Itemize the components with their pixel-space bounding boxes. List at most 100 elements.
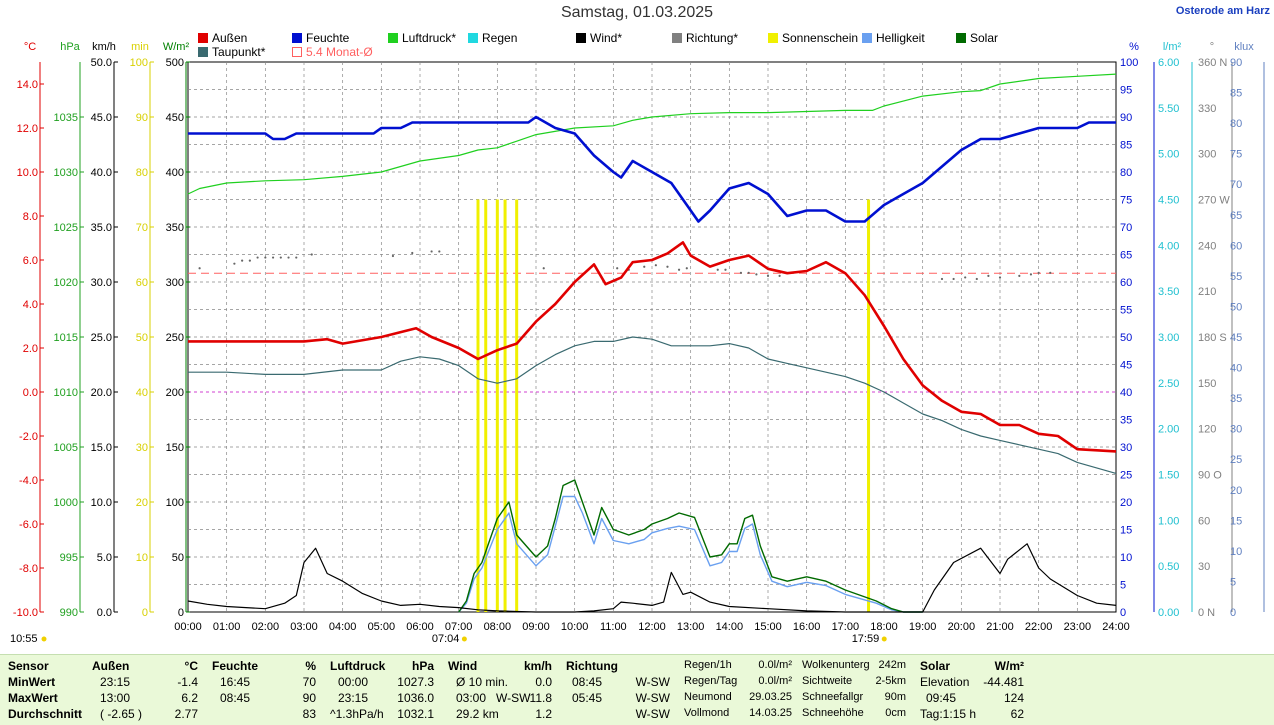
axis-tick-label-direction: 360 N xyxy=(1198,57,1227,69)
axis-tick-label-sunmin: 80 xyxy=(136,167,148,179)
axis-tick-label-temp: 10.0 xyxy=(17,167,38,179)
series-line-feuchte xyxy=(188,115,1116,223)
legend-item: Helligkeit xyxy=(862,31,925,45)
stats-aussen-min-time: 23:15 xyxy=(100,675,131,689)
x-tick-label: 10:00 xyxy=(561,621,589,633)
series-line-luftdruck xyxy=(187,73,1117,195)
axis-tick-label-lux: 45 xyxy=(1230,332,1242,344)
axis-tick-label-direction: 0 N xyxy=(1198,607,1215,619)
axis-tick-label-direction: 120 xyxy=(1198,424,1216,436)
axis-tick-label-solar: 350 xyxy=(166,222,184,234)
legend-item: Regen xyxy=(468,31,517,45)
stats-sensor-title: Sensor xyxy=(8,659,49,673)
axis-tick-label-sunmin: 40 xyxy=(136,387,148,399)
axis-tick-label-humidity: 0 xyxy=(1120,607,1126,619)
axis-tick-label-lux: 75 xyxy=(1230,149,1242,161)
direction-dot xyxy=(295,256,298,259)
legend-swatch xyxy=(388,33,398,43)
stats-regen-1h-label: Regen/1h xyxy=(684,659,732,671)
axis-tick-label-pressure: 990 xyxy=(60,607,78,619)
axis-tick-label-temp: -2.0 xyxy=(19,431,38,443)
axis-tick-label-temp: -8.0 xyxy=(19,563,38,575)
axis-tick-label-pressure: 1010 xyxy=(54,387,78,399)
legend-item: 5.4 Monat-Ø xyxy=(292,45,373,59)
stats-wind-unit: km/h xyxy=(523,659,552,673)
stats-richtung-2-dir: W-SW xyxy=(635,691,670,705)
axis-tick-label-humidity: 75 xyxy=(1120,195,1132,207)
axis-tick-label-humidity: 90 xyxy=(1120,112,1132,124)
stats-solar-max: 124 xyxy=(1003,691,1024,705)
stats-feuchte-min: 70 xyxy=(302,675,316,689)
stats-feuchte-max: 90 xyxy=(302,691,316,705)
axis-tick-label-direction: 30 xyxy=(1198,561,1210,573)
axis-tick-label-humidity: 10 xyxy=(1120,552,1132,564)
axis-tick-label-rain: 3.00 xyxy=(1158,332,1179,344)
direction-dot xyxy=(438,250,441,253)
axis-tick-label-pressure: 1015 xyxy=(54,332,78,344)
stats-richtung-title: Richtung xyxy=(566,659,618,673)
direction-dot xyxy=(198,267,201,270)
axis-tick-label-lux: 10 xyxy=(1230,546,1242,558)
x-tick-label: 02:00 xyxy=(252,621,280,633)
legend-item: Luftdruck* xyxy=(388,31,456,45)
axis-tick-label-humidity: 100 xyxy=(1120,57,1138,69)
stats-wolken-label: Wolkenunterg xyxy=(802,659,870,671)
axis-tick-label-pressure: 1005 xyxy=(54,442,78,454)
direction-dot xyxy=(755,273,758,276)
direction-dot xyxy=(766,274,770,277)
axis-tick-label-rain: 2.00 xyxy=(1158,424,1179,436)
legend-swatch xyxy=(768,33,778,43)
axis-tick-label-solar: 0 xyxy=(178,607,184,619)
axis-tick-label-solar: 250 xyxy=(166,332,184,344)
x-tick-label: 06:00 xyxy=(406,621,434,633)
axis-tick-label-temp: -10.0 xyxy=(13,607,38,619)
direction-dot xyxy=(952,277,955,281)
stats-wolken: 242m xyxy=(878,659,906,671)
stats-elevation: -44.481 xyxy=(983,675,1024,689)
axis-tick-label-temp: 12.0 xyxy=(17,123,38,135)
direction-dot xyxy=(677,268,681,271)
axis-tick-label-wind: 30.0 xyxy=(91,277,112,289)
axis-tick-label-rain: 2.50 xyxy=(1158,378,1179,390)
axis-tick-label-lux: 65 xyxy=(1230,210,1242,222)
axis-title-direction: ° xyxy=(1210,41,1214,53)
stats-solar-unit: W/m² xyxy=(994,659,1024,673)
direction-dot xyxy=(256,256,259,259)
axis-tick-label-rain: 3.50 xyxy=(1158,286,1179,298)
stats-luftdruck: Luftdruck hPa 00:00 1027.3 23:15 1036.0 ^1.… xyxy=(330,655,438,725)
x-tick-label: 14:00 xyxy=(716,621,744,633)
grid xyxy=(188,62,1116,612)
direction-dot xyxy=(998,276,1002,279)
sunrise-icon xyxy=(461,636,467,642)
axis-tick-label-sunmin: 30 xyxy=(136,442,148,454)
x-tick-label: 04:00 xyxy=(329,621,357,633)
axis-tick-label-humidity: 50 xyxy=(1120,332,1132,344)
sunshine-bar xyxy=(484,199,488,612)
stats-feuchte-max-time: 08:45 xyxy=(220,691,251,705)
axis-tick-label-lux: 0 xyxy=(1230,607,1236,619)
axis-tick-label-rain: 1.50 xyxy=(1158,470,1179,482)
axis-tick-label-humidity: 5 xyxy=(1120,580,1126,592)
direction-dot xyxy=(279,256,282,259)
stats-luftdruck-unit: hPa xyxy=(411,659,434,673)
stats-wolken: Wolkenunterg 242m Sichtweite 2-5km Schneef… xyxy=(802,655,908,725)
stats-sensor: Sensor MinWert MaxWert Durchschnitt xyxy=(8,655,88,725)
axis-tick-label-humidity: 70 xyxy=(1120,222,1132,234)
stats-regen-1h: 0.0l/m² xyxy=(758,659,792,671)
direction-dot xyxy=(411,251,414,255)
stats-aussen-unit: °C xyxy=(184,659,198,673)
axis-tick-label-solar: 200 xyxy=(166,387,184,399)
axis-tick-label-wind: 35.0 xyxy=(91,222,112,234)
stats-row-min: MinWert xyxy=(8,675,56,689)
stats-row-max: MaxWert xyxy=(8,691,58,705)
stats-wind-max-dir: W-SW xyxy=(496,691,531,705)
x-tick-label: 17:00 xyxy=(832,621,860,633)
stats-luftdruck-max-time: 23:15 xyxy=(338,691,369,705)
stats-aussen-max-time: 13:00 xyxy=(100,691,131,705)
direction-dot xyxy=(643,265,646,268)
stats-solar-title: Solar xyxy=(920,659,951,673)
axis-tick-label-sunmin: 70 xyxy=(136,222,148,234)
direction-dot xyxy=(1018,274,1021,277)
axis-tick-label-temp: 0.0 xyxy=(23,387,38,399)
direction-dot xyxy=(724,268,727,271)
